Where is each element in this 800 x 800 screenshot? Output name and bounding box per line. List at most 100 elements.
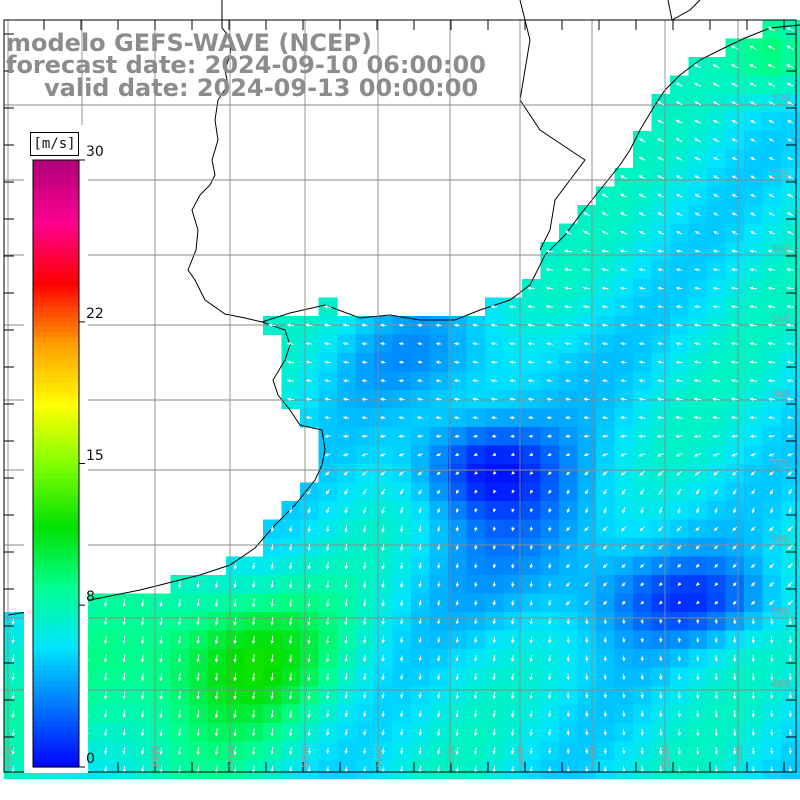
wind-arrow (694, 119, 702, 124)
lagoon-path (667, 0, 701, 21)
wind-arrow (361, 434, 368, 439)
colorbar-tick-label: 0 (86, 751, 95, 767)
latitude-label: 39S (771, 607, 790, 618)
latitude-label: 32S (771, 94, 790, 105)
colorbar-segment (33, 352, 79, 358)
colorbar-segment (33, 534, 79, 540)
wind-arrow (731, 138, 738, 143)
colorbar-segment (33, 190, 79, 197)
colorbar-segment (33, 301, 79, 308)
colorbar-segment (33, 665, 79, 672)
colorbar-segment (33, 640, 79, 647)
wind-arrow (675, 138, 683, 143)
wind-arrow (749, 64, 757, 69)
colorbar-segment (33, 392, 79, 399)
wind-arrow (749, 434, 757, 439)
colorbar-segment (33, 433, 79, 439)
colorbar-segment (33, 721, 79, 728)
colorbar-segment (33, 311, 79, 318)
colorbar-segment (33, 736, 79, 743)
colorbar-segment (33, 509, 79, 515)
colorbar-segment (33, 756, 79, 763)
colorbar-segment (33, 240, 79, 247)
colorbar-segment (33, 584, 79, 591)
wind-arrow (786, 434, 794, 439)
wind-arrow (583, 434, 590, 439)
wind-arrow (454, 434, 460, 438)
wind-arrow (786, 45, 794, 50)
longitude-label: 59W (151, 745, 162, 768)
colorbar-segment (33, 625, 79, 632)
longitude-label: 58W (226, 745, 237, 768)
colorbar-segment (33, 165, 79, 171)
wind-arrow (768, 119, 775, 124)
colorbar-tick-label: 15 (86, 447, 104, 464)
colorbar-segment (33, 635, 79, 642)
colorbar-tick-label: 22 (86, 305, 104, 322)
latitude-label: 34S (771, 244, 790, 255)
colorbar-segment (33, 342, 79, 348)
latitude-label: 38S (771, 534, 790, 545)
colorbar-segment (33, 660, 79, 667)
colorbar-segment (33, 605, 79, 611)
longitude-label: 53W (588, 745, 599, 768)
wind-arrow (712, 101, 720, 106)
colorbar-segment (33, 397, 79, 404)
colorbar-segment (33, 245, 79, 252)
colorbar-segment (33, 554, 79, 561)
colorbar-segment (33, 549, 79, 556)
colorbar-segment (33, 387, 79, 394)
wind-arrow (712, 82, 720, 87)
latitude-label: 35S (771, 314, 790, 325)
colorbar-segment (33, 291, 79, 298)
colorbar-segment (33, 701, 79, 707)
colorbar-segment (33, 261, 79, 267)
colorbar-segment (33, 357, 79, 363)
latitude-label: 40S (771, 679, 790, 690)
wind-arrow (675, 101, 683, 106)
colorbar-tick-label: 8 (86, 589, 95, 606)
colorbar-segment (33, 377, 79, 384)
colorbar-segment (33, 205, 79, 212)
colorbar-segment (33, 372, 79, 379)
colorbar-segment (33, 463, 79, 470)
longitude-label: 55W (446, 745, 457, 768)
wind-arrow (768, 138, 775, 142)
colorbar-segment (33, 711, 79, 718)
colorbar-segment (33, 473, 79, 480)
wind-arrow (750, 138, 756, 142)
colorbar-segment (33, 498, 79, 505)
colorbar-segment (33, 488, 79, 495)
colorbar-segment (33, 650, 79, 657)
colorbar-segment (33, 630, 79, 637)
colorbar-segment (33, 600, 79, 606)
colorbar-segment (33, 453, 79, 460)
colorbar-segment (33, 478, 79, 485)
colorbar-segment (33, 271, 79, 277)
wind-arrow (768, 101, 775, 106)
colorbar-segment (33, 321, 79, 328)
colorbar-segment (33, 407, 79, 414)
wind-arrow (731, 101, 738, 106)
longitude-label: 56W (374, 745, 385, 768)
wind-arrow (787, 119, 794, 124)
wind-arrow (694, 64, 702, 69)
colorbar-segment (33, 200, 79, 207)
colorbar-segment (33, 746, 79, 753)
colorbar-segment (33, 402, 79, 409)
colorbar-segment (33, 235, 79, 242)
wind-arrow (730, 434, 739, 439)
wind-arrow (694, 101, 702, 106)
colorbar-segment (33, 696, 79, 702)
wind-arrow (712, 119, 720, 124)
colorbar-segment (33, 306, 79, 313)
wind-arrow (657, 119, 665, 124)
colorbar-segment (33, 215, 79, 222)
colorbar-segment (33, 448, 79, 454)
colorbar-segment (33, 428, 79, 434)
colorbar-segment (33, 514, 79, 520)
longitude-label: 51W (734, 745, 745, 768)
wind-arrow (786, 82, 794, 87)
wind-arrow (657, 101, 665, 106)
colorbar-segment (33, 220, 79, 227)
